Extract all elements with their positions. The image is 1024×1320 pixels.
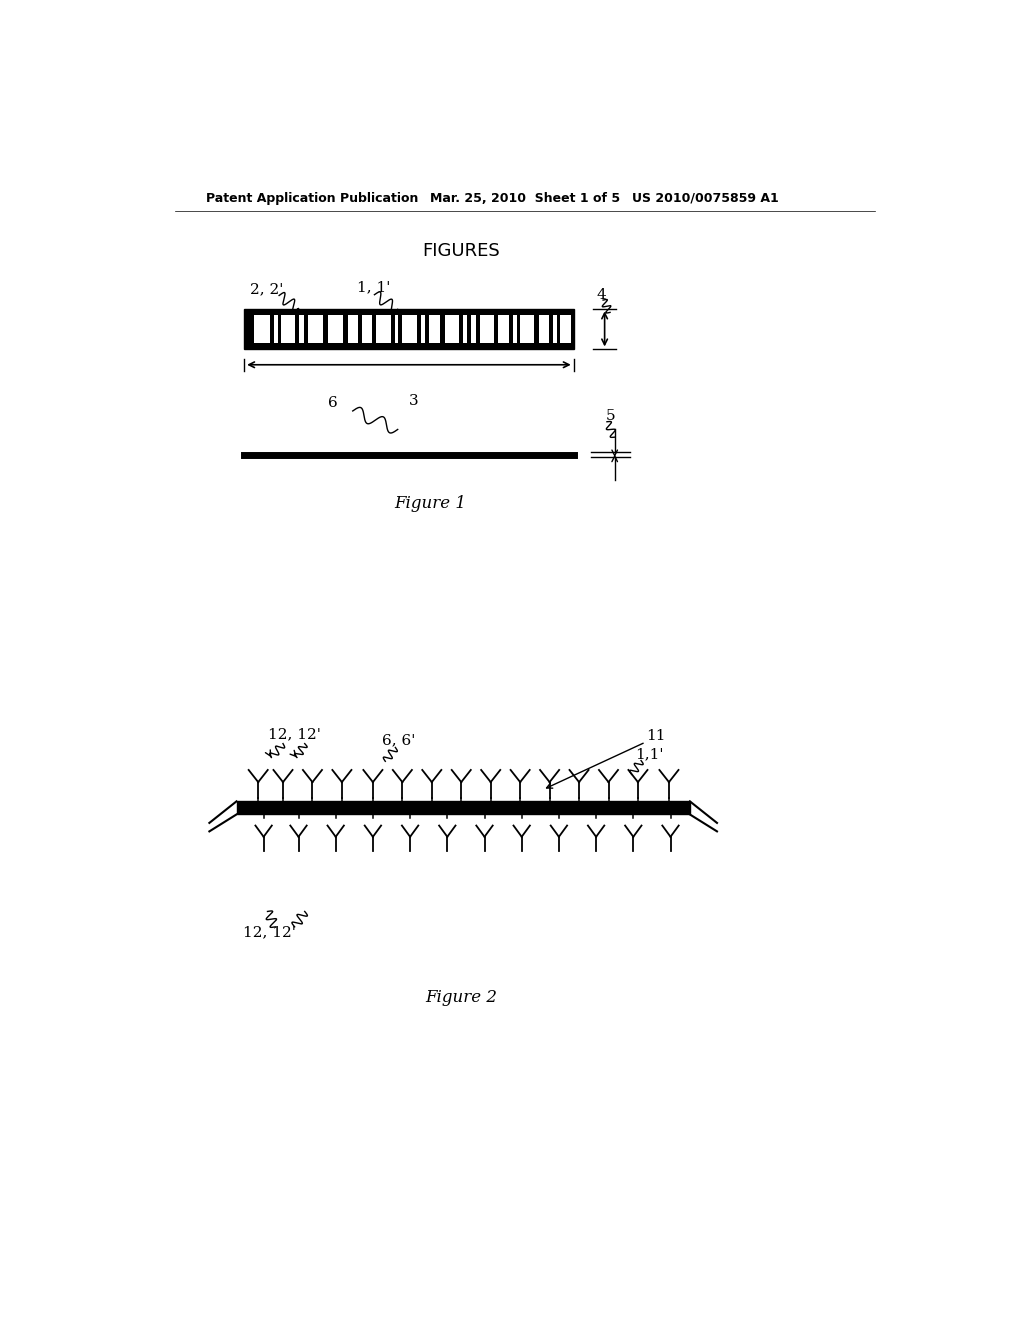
Bar	[394, 315, 398, 343]
Bar	[308, 315, 324, 343]
Text: 12, 12': 12, 12'	[243, 925, 296, 940]
Bar	[282, 315, 295, 343]
Bar	[348, 315, 358, 343]
Bar	[471, 315, 476, 343]
Text: Patent Application Publication: Patent Application Publication	[206, 191, 418, 205]
Bar	[376, 315, 391, 343]
Bar	[520, 315, 535, 343]
Bar	[299, 315, 304, 343]
Text: US 2010/0075859 A1: US 2010/0075859 A1	[632, 191, 778, 205]
Bar	[429, 315, 440, 343]
Text: 2, 2': 2, 2'	[251, 282, 284, 296]
Bar	[560, 315, 571, 343]
Text: 6, 6': 6, 6'	[382, 734, 416, 747]
Bar	[237, 801, 690, 814]
Bar	[402, 315, 417, 343]
Bar	[328, 315, 343, 343]
Text: 12, 12': 12, 12'	[267, 727, 321, 742]
Text: 4: 4	[597, 289, 606, 302]
Text: 1,1': 1,1'	[635, 747, 664, 762]
Bar	[273, 315, 278, 343]
Bar	[553, 315, 557, 343]
Text: 11: 11	[646, 729, 666, 743]
Bar	[499, 315, 509, 343]
Text: 1, 1': 1, 1'	[356, 281, 390, 294]
Bar	[513, 315, 517, 343]
Bar	[480, 315, 494, 343]
Bar	[463, 315, 467, 343]
Text: Figure 1: Figure 1	[394, 495, 466, 512]
Bar	[445, 315, 459, 343]
Text: FIGURES: FIGURES	[422, 242, 500, 260]
Bar	[254, 315, 270, 343]
Bar	[245, 309, 573, 350]
Bar	[421, 315, 425, 343]
Bar	[362, 315, 372, 343]
Bar	[539, 315, 549, 343]
Text: Mar. 25, 2010  Sheet 1 of 5: Mar. 25, 2010 Sheet 1 of 5	[430, 191, 621, 205]
Text: 3: 3	[409, 393, 418, 408]
Text: Figure 2: Figure 2	[425, 989, 498, 1006]
Text: 5: 5	[606, 409, 615, 424]
Text: 6: 6	[328, 396, 338, 411]
